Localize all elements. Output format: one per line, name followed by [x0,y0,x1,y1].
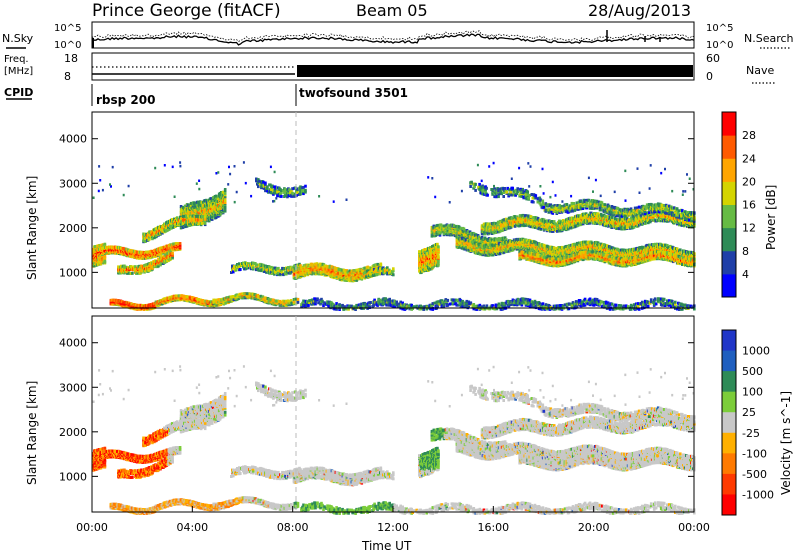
colorbar-tick: 1000 [742,345,770,358]
power-colorbar-label: Power [dB] [764,185,778,250]
velocity-colorbar: 1000 500 100 25 -25 -100 -500 -1000 Velocity [m… [722,330,793,516]
power-heatmap [92,161,696,311]
colorbar-bin [722,330,736,351]
colorbar-tick: -1000 [742,488,774,501]
colorbar-tick: 16 [742,199,756,212]
y-tick-label: 2000 [59,222,87,235]
nsearch-tick-top: 10^5 [706,23,733,34]
freq-panel: Freq. [MHz] 18 8 Nave 60 0 [4,52,775,83]
power-colorbar: 4 8 12 16 20 24 28 Power [dB] [722,112,778,298]
colorbar-tick: 12 [742,222,756,235]
colorbar-bin [722,351,736,372]
velocity-colorbar-label: Velocity [m s^-1] [779,391,793,495]
colorbar-tick: -500 [742,468,767,481]
y-tick-label: 1000 [59,470,87,483]
colorbar-tick: 25 [742,406,756,419]
power-panel: 1000 2000 3000 4000 Slant Range [km] [25,112,696,311]
colorbar-bin [722,412,736,433]
colorbar-tick: 24 [742,152,756,165]
x-tick-label: 00:00 [678,521,710,534]
colorbar-bin [722,181,736,205]
colorbar-bin [722,112,736,136]
colorbar-tick: 4 [742,268,749,281]
y-tick-label: 4000 [59,337,87,350]
cpid-row: CPID rbsp 200 twofsound 3501 [4,84,408,107]
nave-label: Nave [746,64,774,77]
colorbar-tick: 28 [742,129,756,142]
colorbar-tick: 20 [742,175,756,188]
x-tick-label: 08:00 [277,521,309,534]
cpid-program-2: twofsound 3501 [299,86,408,100]
nsky-panel: N.Sky 10^5 10^0 N.Search 10^5 10^0 [2,22,794,51]
velocity-ylabel: Slant Range [km] [25,381,39,485]
colorbar-bin [722,433,736,454]
colorbar-bin [722,494,736,515]
nave-tick-bottom: 0 [706,70,713,83]
x-tick-label: 16:00 [477,521,509,534]
x-tick-label: 20:00 [578,521,610,534]
y-tick-label: 4000 [59,133,87,146]
colorbar-bin [722,371,736,392]
colorbar-bin [722,158,736,182]
colorbar-bin [722,135,736,159]
colorbar-bin [722,251,736,275]
cpid-label: CPID [4,86,33,99]
cpid-program-1: rbsp 200 [96,93,155,107]
x-tick-label: 00:00 [76,521,108,534]
nsky-tick-bottom: 10^0 [54,40,81,51]
y-tick-label: 3000 [59,177,87,190]
y-tick-label: 2000 [59,426,87,439]
colorbar-bin [722,274,736,298]
nsky-tick-top: 10^5 [54,23,81,34]
colorbar-bin [722,228,736,252]
date-title: 28/Aug/2013 [588,1,691,20]
nsearch-tick-bottom: 10^0 [706,40,733,51]
freq-label-1: Freq. [4,54,29,65]
colorbar-tick: 500 [742,365,763,378]
x-tick-label: 04:00 [176,521,208,534]
colorbar-tick: -25 [742,427,760,440]
nsky-trace [92,30,694,48]
nsky-label: N.Sky [2,32,34,45]
power-ylabel: Slant Range [km] [25,176,39,280]
colorbar-tick: 100 [742,386,763,399]
colorbar-tick: 8 [742,245,749,258]
y-tick-label: 1000 [59,266,87,279]
velocity-panel: 1000 2000 3000 4000 00:00 04:00 08:00 12:00 16:… [25,316,710,553]
colorbar-bin [722,205,736,229]
nsearch-label: N.Search [744,32,794,45]
beam-title: Beam 05 [356,1,428,20]
colorbar-tick: -100 [742,447,767,460]
freq-tick-bottom: 8 [64,70,71,83]
colorbar-bin [722,392,736,413]
station-title: Prince George (fitACF) [92,1,281,21]
y-tick-label: 3000 [59,381,87,394]
freq-label-2: [MHz] [4,66,33,77]
time-xlabel: Time UT [361,539,412,553]
nave-tick-top: 60 [706,52,720,65]
freq-tick-top: 18 [64,52,78,65]
velocity-heatmap [92,365,696,515]
freq-alternating-block [297,65,693,77]
colorbar-bin [722,453,736,474]
colorbar-bin [722,474,736,495]
x-tick-label: 12:00 [377,521,409,534]
